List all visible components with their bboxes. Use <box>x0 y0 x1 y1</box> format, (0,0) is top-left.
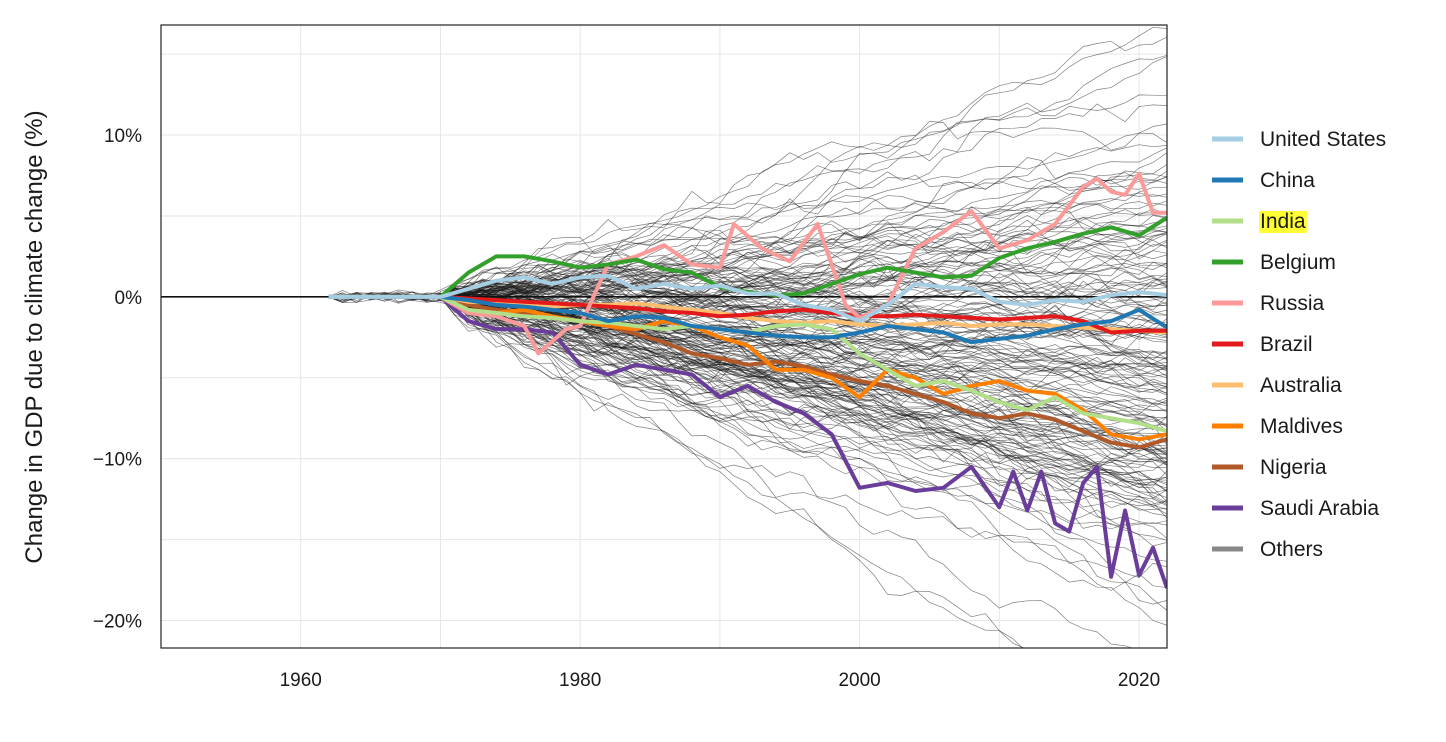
series-line-maldives <box>328 294 1167 442</box>
x-tick-label: 1960 <box>280 670 322 691</box>
others-country-line <box>440 292 1167 460</box>
series-line-india <box>328 294 1167 434</box>
others-lines-layer <box>328 26 1167 648</box>
others-country-line <box>440 292 1167 468</box>
others-country-line <box>440 268 1167 308</box>
series-line-china <box>328 294 1167 345</box>
others-country-line <box>440 291 1167 453</box>
legend-label: United States <box>1260 128 1386 151</box>
highlighted-series-layer <box>328 171 1167 589</box>
y-tick-label: 0% <box>115 288 143 309</box>
others-country-line <box>440 56 1167 306</box>
y-axis-tick-labels: 10% 0% −10% −20% <box>93 126 142 632</box>
y-tick-label: −10% <box>93 450 142 471</box>
others-country-line <box>440 123 1167 298</box>
legend-item-nigeria: Nigeria <box>1212 456 1327 479</box>
others-country-line <box>440 296 1167 525</box>
series-line-saudi-arabia <box>328 294 1167 589</box>
legend-item-russia: Russia <box>1212 292 1325 315</box>
legend-item-india: India <box>1212 210 1307 233</box>
legend-item-brazil: Brazil <box>1212 333 1313 356</box>
legend-item-others: Others <box>1212 538 1323 561</box>
legend-item-australia: Australia <box>1212 374 1342 397</box>
legend-item-china: China <box>1212 169 1315 192</box>
others-country-line <box>440 54 1167 298</box>
x-tick-label: 1980 <box>559 670 601 691</box>
others-country-line <box>440 147 1167 298</box>
legend-item-saudi-arabia: Saudi Arabia <box>1212 497 1379 520</box>
y-axis-title: Change in GDP due to climate change (%) <box>21 110 48 563</box>
others-country-line <box>440 296 1167 480</box>
legend-label: Australia <box>1260 374 1342 397</box>
others-country-line <box>440 26 1167 301</box>
others-country-line <box>328 292 1167 486</box>
others-country-line <box>440 296 1167 395</box>
others-country-line <box>440 296 1167 494</box>
legend-item-maldives: Maldives <box>1212 415 1343 438</box>
plot-frame <box>160 24 1168 649</box>
others-country-line <box>328 144 1167 302</box>
legend-item-belgium: Belgium <box>1212 251 1336 274</box>
others-country-line <box>440 281 1167 304</box>
others-country-line <box>440 296 1023 648</box>
others-country-line <box>328 157 1167 317</box>
others-country-line <box>440 296 1167 626</box>
others-country-line <box>440 262 1167 327</box>
others-country-line <box>440 120 1167 298</box>
others-country-line <box>440 262 1167 328</box>
legend-label: Nigeria <box>1260 456 1327 479</box>
others-country-line <box>440 296 1167 507</box>
x-tick-label: 2020 <box>1118 670 1160 691</box>
legend-label: China <box>1260 169 1315 192</box>
y-tick-label: −20% <box>93 611 142 632</box>
others-country-line <box>440 209 1167 303</box>
series-line-united-states <box>328 273 1167 324</box>
others-country-line <box>440 235 1167 299</box>
legend-item-united-states: United States <box>1212 128 1386 151</box>
others-country-line <box>440 170 1167 298</box>
others-country-line <box>440 296 1025 648</box>
others-country-line <box>440 296 1167 455</box>
others-country-line <box>440 36 1167 298</box>
others-country-line <box>440 285 1167 412</box>
others-country-line <box>440 296 1167 481</box>
others-country-line <box>440 296 1134 648</box>
legend-label: Saudi Arabia <box>1260 497 1379 520</box>
others-country-line <box>440 249 1167 298</box>
legend-label: Brazil <box>1260 333 1313 356</box>
others-country-line <box>328 244 1167 302</box>
others-country-line <box>440 287 1167 360</box>
others-country-line <box>440 296 1167 589</box>
legend-label: Russia <box>1260 292 1325 315</box>
x-axis-tick-labels: 1960 1980 2000 2020 <box>280 670 1161 691</box>
legend-label: Belgium <box>1260 251 1336 274</box>
series-line-brazil <box>328 294 1167 335</box>
legend: United States China India Belgium Russia Braz… <box>1212 128 1386 561</box>
x-tick-label: 2000 <box>838 670 880 691</box>
legend-highlight <box>1259 211 1307 233</box>
others-country-line <box>440 186 1167 298</box>
others-country-line <box>440 94 1167 299</box>
y-tick-label: 10% <box>104 126 142 147</box>
series-line-russia <box>328 171 1167 356</box>
others-country-line <box>328 250 1167 316</box>
others-country-line <box>440 103 1167 298</box>
legend-label: Maldives <box>1260 415 1343 438</box>
legend-label: Others <box>1260 538 1323 561</box>
others-country-line <box>440 290 1167 475</box>
legend-label: India <box>1260 210 1306 233</box>
